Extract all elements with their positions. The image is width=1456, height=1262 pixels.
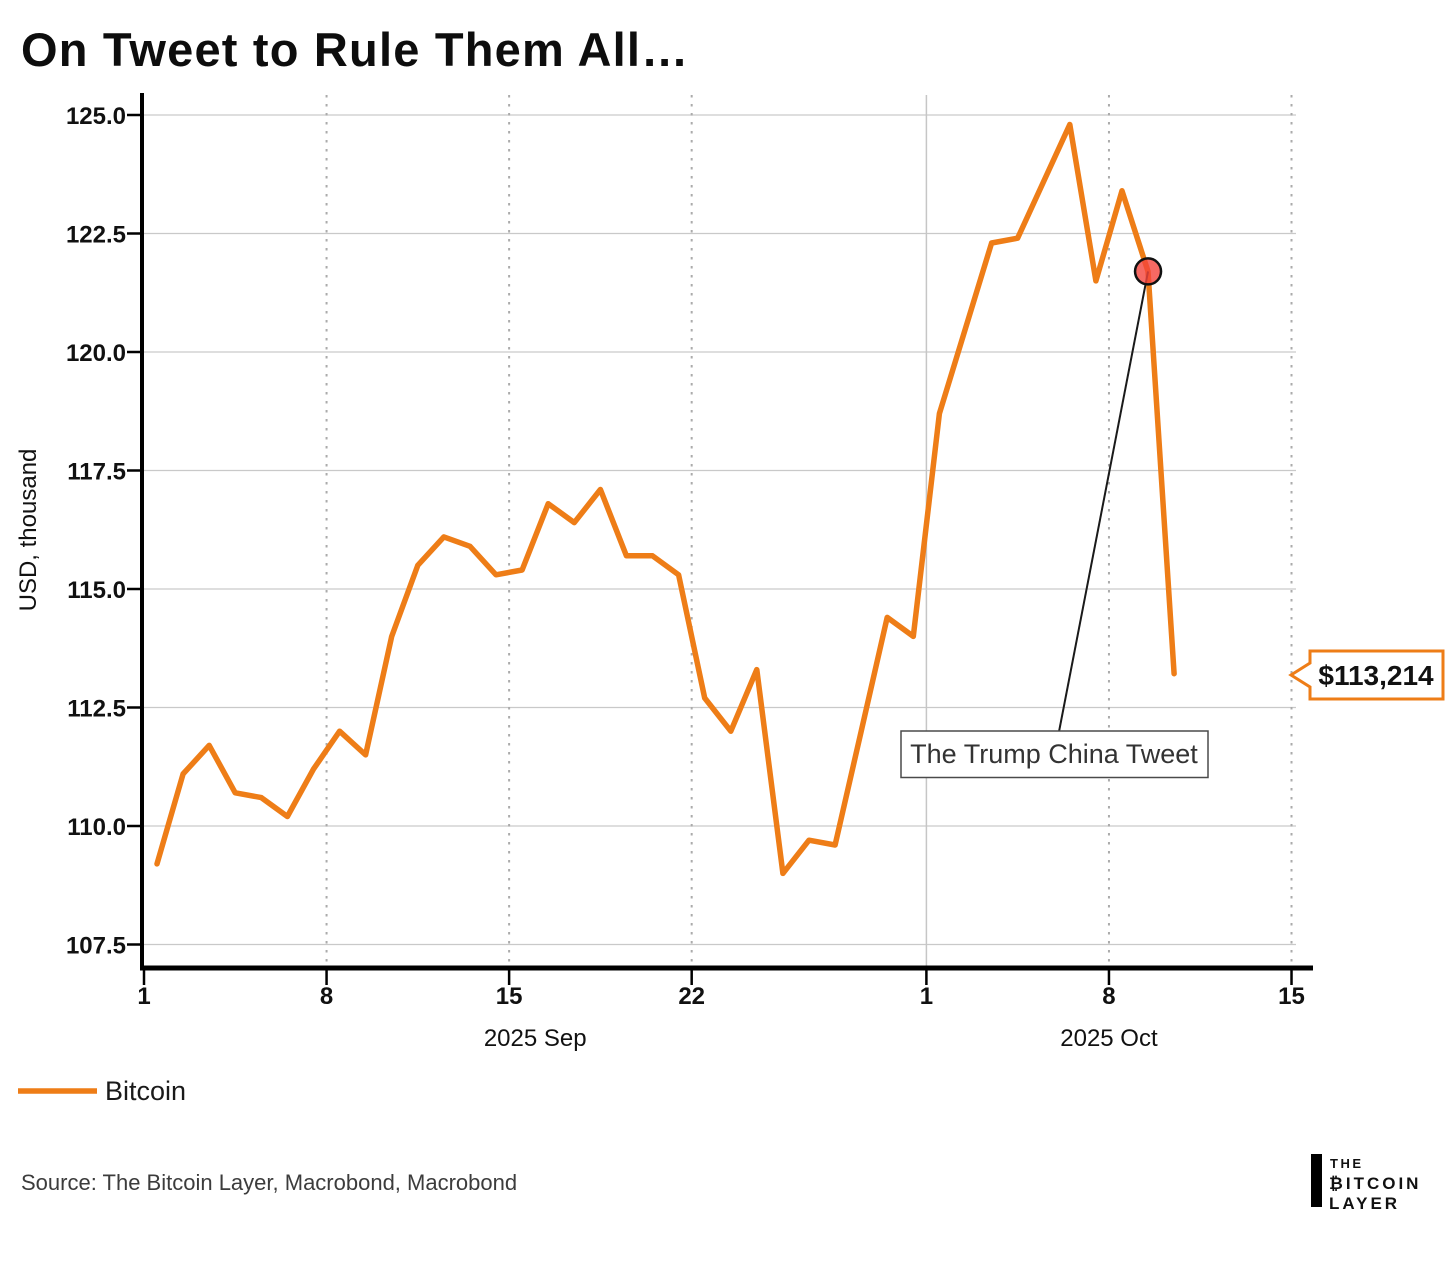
legend-label: Bitcoin bbox=[105, 1076, 186, 1106]
logo-bar-icon bbox=[1311, 1154, 1322, 1207]
page-title: On Tweet to Rule Them All… bbox=[21, 23, 689, 76]
v-gridlines bbox=[325, 95, 1293, 966]
x-tick-marks bbox=[142, 966, 1293, 985]
y-tick-label: 122.5 bbox=[66, 222, 126, 249]
y-tick-marks bbox=[127, 113, 144, 946]
annotation-box bbox=[900, 730, 1209, 779]
month-label: 2025 Sep bbox=[484, 1025, 587, 1052]
x-tick-label: 15 bbox=[496, 983, 523, 1010]
y-tick-label: 110.0 bbox=[67, 814, 126, 841]
x-tick-label: 8 bbox=[1102, 983, 1115, 1010]
source-text: Source: The Bitcoin Layer, Macrobond, Ma… bbox=[21, 1170, 517, 1195]
y-tick-label: 107.5 bbox=[66, 933, 126, 960]
price-callout-label: $113,214 bbox=[1318, 660, 1434, 691]
y-tick-label: 112.5 bbox=[67, 696, 126, 723]
x-tick-label: 1 bbox=[137, 983, 150, 1010]
month-label: 2025 Oct bbox=[1060, 1025, 1158, 1052]
x-tick-label: 22 bbox=[678, 983, 705, 1010]
bitcoin-line bbox=[154, 121, 1177, 877]
logo-line-1: THE bbox=[1330, 1156, 1364, 1171]
y-tick-label: 120.0 bbox=[66, 340, 126, 367]
logo-line-2: ₿ITCOIN bbox=[1329, 1174, 1421, 1193]
h-gridlines bbox=[142, 114, 1296, 946]
x-tick-labels: 1 8 15 22 1 8 15 bbox=[137, 983, 1305, 1010]
x-tick-label: 15 bbox=[1278, 983, 1305, 1010]
annotation-marker-icon bbox=[1133, 257, 1163, 286]
annotation-label: The Trump China Tweet bbox=[910, 739, 1198, 769]
y-tick-label: 115.0 bbox=[67, 577, 126, 604]
x-tick-label: 1 bbox=[920, 983, 933, 1010]
brand-logo: THE ₿ITCOIN LAYER bbox=[1311, 1154, 1421, 1213]
y-tick-label: 125.0 bbox=[66, 103, 126, 130]
price-callout-bubble bbox=[1288, 649, 1445, 701]
x-tick-label: 8 bbox=[320, 983, 333, 1010]
logo-line-3: LAYER bbox=[1329, 1194, 1400, 1213]
y-tick-labels: 125.0 122.5 120.0 117.5 115.0 112.5 110.0 107.5 bbox=[66, 103, 126, 960]
y-tick-label: 117.5 bbox=[67, 459, 126, 486]
y-axis-title: USD, thousand bbox=[15, 449, 42, 612]
annotation-connector bbox=[1056, 271, 1150, 743]
month-labels: 2025 Sep 2025 Oct bbox=[484, 1025, 1158, 1052]
